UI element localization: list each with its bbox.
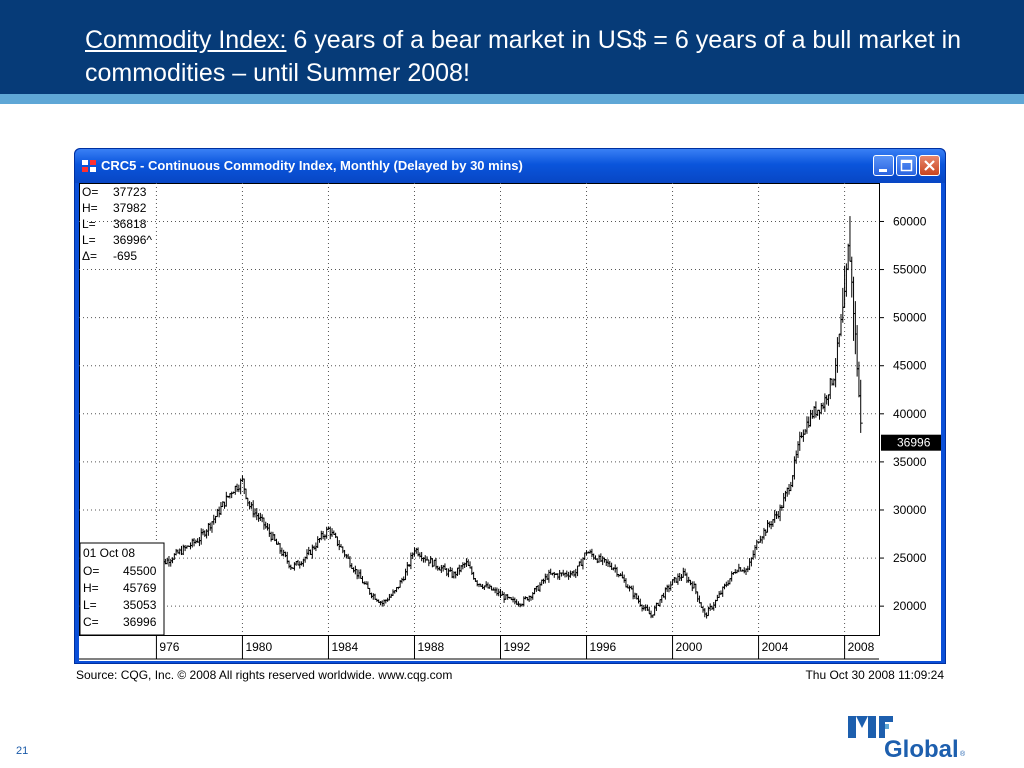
current-bar-value: 37982 [113,201,147,215]
selected-bar-value: 45500 [123,564,157,578]
commodity-index-chart: 20000 25000 30000 35000 40000 45000 50000 55000… [79,183,941,660]
y-tick-label: 60000 [893,214,927,228]
x-tick-label: 1988 [417,640,444,654]
current-bar-label: Δ= [82,249,97,263]
last-price-box [881,434,941,451]
plot-frame [79,183,880,636]
maximize-icon [900,159,913,172]
svg-text:®: ® [960,750,966,758]
header-stripe [0,94,1024,104]
current-bar-label: H= [82,201,98,215]
y-tick-label: 40000 [893,407,927,421]
current-bar-label: O= [82,185,98,199]
app-icon [82,160,96,172]
mf-global-logo: Global ® [848,716,966,762]
y-tick-label: 35000 [893,455,927,469]
chart-window: CRC5 - Continuous Commodity Index, Month… [74,148,946,664]
page-number: 21 [16,745,29,757]
x-tick-label: 2004 [762,640,789,654]
selected-bar-label: O= [83,564,99,578]
current-bar-label: L= [82,233,96,247]
x-tick-label: 976 [159,640,179,654]
window-title: CRC5 - Continuous Commodity Index, Month… [101,158,523,173]
selected-bar-value: 35053 [123,598,157,612]
current-bar-value: 37723 [113,185,147,199]
selected-bar-box [79,542,165,636]
selected-bar-value: 36996 [123,615,157,629]
chart-timestamp: Thu Oct 30 2008 11:09:24 [805,668,944,682]
y-tick-label: 45000 [893,359,927,373]
selected-bar-label: H= [83,581,99,595]
x-tick-label: 1996 [590,640,617,654]
y-tick-label: 50000 [893,311,927,325]
selected-bar-label: C= [83,615,99,629]
current-bar-value: 36996^ [113,233,152,247]
window-titlebar[interactable]: CRC5 - Continuous Commodity Index, Month… [75,149,945,183]
maximize-button[interactable] [896,155,917,176]
last-price-label: 36996 [897,436,931,450]
title-underlined-part: Commodity Index: [85,26,287,54]
selected-bar-date: 01 Oct 08 [83,546,135,560]
current-bar-value: 36818 [113,217,147,231]
current-bar-label: L= [82,217,96,231]
close-icon [924,160,935,171]
x-tick-label: 2008 [848,640,875,654]
slide-title: Commodity Index: 6 years of a bear marke… [85,24,985,90]
close-button[interactable] [919,155,940,176]
y-tick-label: 20000 [893,599,927,613]
selected-bar-value: 45769 [123,581,157,595]
x-tick-label: 1980 [245,640,272,654]
x-tick-label: 1984 [331,640,358,654]
plot-area: 20000 25000 30000 35000 40000 45000 50000 55000… [79,183,941,661]
source-note: Source: CQG, Inc. © 2008 All rights rese… [76,668,453,682]
current-bar-value: -695 [113,249,137,263]
minimize-icon [879,169,887,172]
slide-header [0,0,1024,94]
x-tick-label: 2000 [676,640,703,654]
minimize-button[interactable] [873,155,894,176]
y-tick-label: 55000 [893,263,927,277]
x-tick-label: 1992 [504,640,531,654]
svg-text:Global: Global [884,736,959,762]
title-rest: 6 years of a bear market in US$ = 6 year… [85,26,962,87]
y-tick-label: 30000 [893,503,927,517]
selected-bar-label: L= [83,598,97,612]
y-tick-label: 25000 [893,551,927,565]
